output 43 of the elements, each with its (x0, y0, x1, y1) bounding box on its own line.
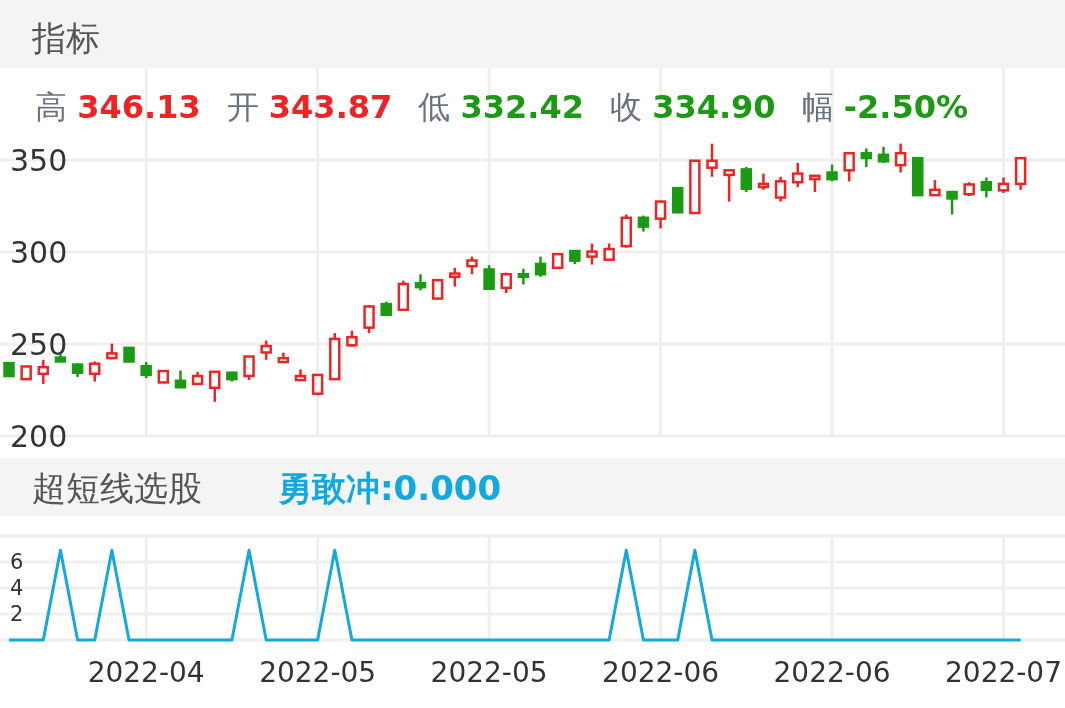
y-tick-label: 350 (10, 142, 68, 178)
annotation: 幅 -2.50% (801, 88, 969, 126)
candlestick (431, 278, 444, 301)
y-tick-label: 200 (10, 418, 68, 454)
candlestick (483, 264, 495, 291)
candlestick (363, 303, 375, 335)
y-tick-label: 6 (10, 550, 24, 575)
chart-title: 指标 (31, 18, 100, 58)
y-tick-label: 250 (10, 326, 68, 362)
candlestick (88, 360, 101, 383)
annotation: 收 334.90 (609, 88, 776, 126)
x-tick-label: 2022-05 (430, 656, 548, 689)
candlestick (860, 147, 873, 169)
annotation: 开 343.87 (226, 88, 393, 126)
candlestick (260, 339, 272, 362)
candlestick (894, 142, 907, 174)
x-tick-label: 2022-06 (773, 656, 891, 689)
candlestick (946, 190, 958, 216)
candlestick (706, 142, 718, 178)
candlestick (534, 255, 547, 279)
candlestick (791, 161, 804, 189)
candlestick (37, 358, 50, 386)
x-tick-label: 2022-05 (259, 656, 377, 689)
x-tick-label: 2022-06 (602, 656, 720, 689)
chart-title: 超短线选股 (32, 468, 202, 508)
y-tick-label: 4 (10, 576, 24, 601)
annotation: 高 346.13 (35, 88, 201, 126)
text: 勇敢冲:0.000 (278, 468, 502, 508)
candlestick (774, 175, 787, 203)
candlestick (740, 165, 753, 194)
candlestick (449, 266, 461, 288)
candlestick (243, 355, 255, 382)
candlestick (586, 242, 598, 266)
y-tick-label: 2 (10, 602, 24, 627)
y-tick-label: 300 (10, 234, 68, 270)
candlestick (209, 370, 221, 404)
annotation: 低 332.42 (418, 88, 584, 126)
x-tick-label: 2022-04 (87, 656, 205, 689)
candlestick (843, 151, 855, 183)
candlestick (654, 199, 667, 230)
x-tick-label: 2022-07 (945, 656, 1062, 689)
candlestick (980, 176, 993, 199)
candlestick (723, 169, 735, 203)
